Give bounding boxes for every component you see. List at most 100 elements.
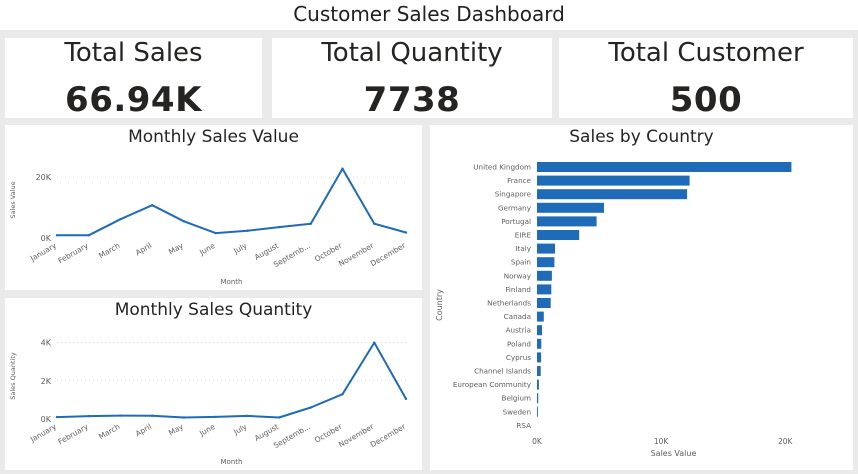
chart-title: Sales by Country [569, 127, 714, 147]
x-tick-label: 0K [532, 437, 543, 446]
data-point [277, 225, 281, 229]
y-tick-label: 0K [41, 234, 52, 243]
bar [537, 202, 604, 213]
y-tick-label: Sweden [503, 407, 531, 416]
bar [537, 325, 542, 336]
y-tick-label: Finland [505, 285, 531, 294]
y-axis-label: Country [435, 289, 444, 321]
bar [537, 338, 542, 349]
x-tick-label: 20K [778, 437, 794, 446]
data-point [87, 234, 90, 237]
y-tick-label: 0K [41, 415, 52, 424]
monthly-sales-value-chart[interactable]: Monthly Sales Value 0K 20K January February… [5, 125, 422, 290]
y-tick-label: Cyprus [506, 353, 531, 362]
y-tick-label: Singapore [495, 190, 532, 199]
kpi-card-total-sales[interactable]: Total Sales 66.94K [5, 38, 262, 120]
kpi-value: 7738 [363, 80, 461, 120]
data-point [246, 414, 249, 418]
sales-by-country-chart[interactable]: Sales by Country United Kingdom France Sin… [430, 125, 853, 470]
x-tick-label: February [56, 241, 90, 266]
data-point [150, 203, 154, 207]
bar-chart-svg: United Kingdom France Singapore Germany Port… [435, 162, 794, 458]
y-tick-label: Belgium [502, 394, 531, 403]
x-tick-label: March [97, 422, 122, 441]
x-tick-label: June [197, 422, 217, 439]
kpi-label: Total Sales [64, 38, 203, 68]
y-tick-label: European Community [453, 380, 532, 389]
bar [537, 230, 580, 240]
x-tick-label: December [369, 421, 408, 449]
x-axis-label: Month [221, 458, 243, 466]
bar [537, 257, 555, 268]
chart-title: Monthly Sales Value [128, 127, 299, 147]
y-axis-label: Sales Value [9, 181, 17, 218]
y-tick-label: France [507, 176, 531, 185]
x-tick-label: January [28, 241, 58, 264]
data-point [150, 414, 154, 417]
x-tick-label: December [369, 240, 408, 268]
series-line [57, 167, 407, 237]
bar [537, 393, 539, 404]
bar [537, 352, 542, 363]
bar [537, 243, 555, 254]
bar [537, 298, 551, 308]
x-tick-label: July [231, 241, 249, 256]
kpi-card-total-quantity[interactable]: Total Quantity 7738 [272, 38, 552, 120]
y-tick-label: RSA [516, 421, 531, 430]
x-tick-label: March [97, 241, 122, 260]
x-tick-label: April [134, 422, 153, 438]
bar [537, 284, 552, 295]
bar [537, 311, 544, 322]
y-tick-label: Norway [504, 271, 532, 280]
data-point [55, 234, 59, 237]
data-point [277, 416, 281, 419]
x-tick-label: 10K [654, 437, 670, 446]
y-tick-label: Netherlands [487, 299, 531, 308]
y-tick-label: Portugal [501, 217, 531, 226]
bar [537, 162, 792, 172]
x-tick-label: January [28, 422, 58, 445]
x-tick-label: February [56, 422, 90, 447]
y-tick-label: Germany [498, 203, 532, 212]
x-tick-label: May [167, 241, 185, 257]
monthly-sales-quantity-chart[interactable]: Monthly Sales Quantity 0K 2K 4K January Febr… [5, 298, 422, 470]
bar [537, 406, 538, 417]
bar [537, 189, 688, 200]
data-point [182, 220, 186, 223]
data-point [373, 222, 376, 225]
bar [537, 270, 552, 281]
bar [537, 366, 541, 376]
kpi-label: Total Quantity [321, 38, 503, 68]
bar [537, 175, 690, 186]
data-point [341, 167, 344, 170]
kpi-value: 66.94K [65, 80, 202, 120]
kpi-label: Total Customer [608, 38, 804, 68]
data-point [404, 397, 408, 401]
y-axis-label: Sales Quantity [9, 352, 17, 400]
y-tick-label: Canada [504, 312, 531, 321]
y-tick-label: 4K [41, 339, 52, 348]
kpi-card-total-customer[interactable]: Total Customer 500 [559, 38, 853, 120]
x-tick-label: June [197, 241, 217, 258]
data-point [214, 415, 217, 419]
data-point [214, 231, 217, 235]
data-point [246, 229, 249, 232]
data-point [119, 217, 122, 221]
data-point [182, 416, 186, 419]
x-axis-label: Month [221, 278, 243, 286]
x-axis-label: Sales Value [651, 449, 697, 458]
y-tick-label: 20K [36, 173, 52, 182]
data-point [373, 341, 376, 344]
data-point [341, 392, 344, 396]
y-tick-label: United Kingdom [473, 163, 531, 172]
data-point [309, 406, 313, 409]
y-tick-label: Poland [507, 339, 531, 348]
y-tick-label: Channel Islands [474, 367, 531, 376]
page-title: Customer Sales Dashboard [293, 2, 565, 26]
dashboard-header: Customer Sales Dashboard [0, 0, 858, 30]
bar [537, 379, 539, 390]
y-tick-label: Italy [515, 244, 531, 253]
data-point [119, 414, 122, 417]
